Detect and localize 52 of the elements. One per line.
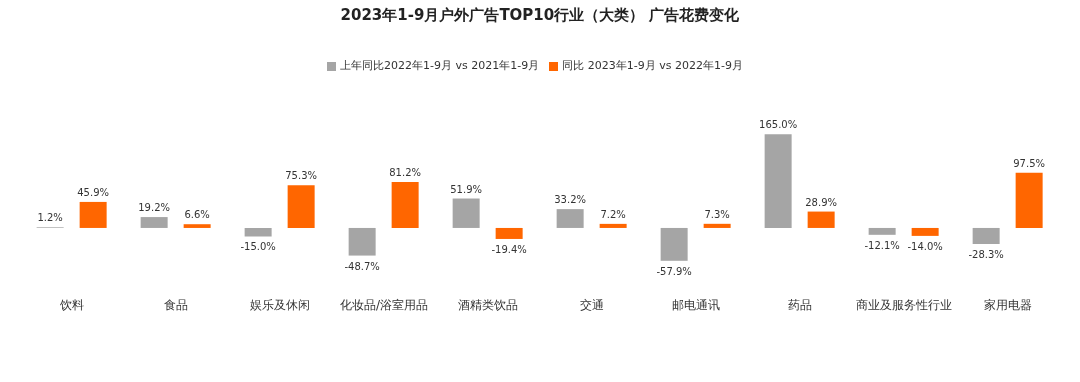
data-label: -19.4%	[491, 243, 527, 255]
data-label: 45.9%	[77, 186, 110, 198]
data-label: 81.2%	[389, 166, 422, 178]
x-tick-label: 娱乐及休闲	[250, 297, 310, 312]
bar	[911, 227, 939, 236]
data-label: 7.3%	[704, 208, 730, 220]
bar	[1015, 172, 1043, 228]
x-tick-label: 交通	[580, 297, 604, 312]
x-tick-label: 邮电通讯	[672, 297, 720, 312]
bar	[807, 211, 835, 228]
data-label: -15.0%	[240, 241, 276, 253]
data-label: -14.0%	[907, 240, 943, 252]
x-tick-label: 酒精类饮品	[458, 297, 518, 312]
data-label: 19.2%	[138, 202, 171, 214]
data-label: 51.9%	[450, 183, 483, 195]
bar	[599, 223, 627, 228]
data-label: 165.0%	[759, 119, 798, 131]
bar	[391, 181, 419, 228]
data-label: 75.3%	[285, 170, 318, 182]
data-label: -12.1%	[864, 239, 900, 251]
bar	[183, 224, 211, 228]
data-label: 97.5%	[1013, 157, 1046, 169]
x-tick-label: 饮料	[59, 297, 84, 312]
bar	[868, 227, 896, 235]
bar	[703, 223, 731, 228]
data-label: 1.2%	[37, 212, 63, 224]
x-tick-label: 药品	[788, 297, 812, 312]
bar	[764, 134, 792, 228]
bar	[452, 198, 480, 228]
bar	[495, 227, 523, 239]
legend-label: 上年同比2022年1-9月 vs 2021年1-9月	[340, 59, 540, 72]
bar	[556, 209, 584, 228]
chart-title: 2023年1-9月户外广告TOP10行业（大类） 广告花费变化	[339, 6, 741, 25]
data-label: -48.7%	[344, 260, 380, 272]
x-tick-label: 食品	[164, 297, 188, 312]
x-tick-label: 化妆品/浴室用品	[339, 297, 429, 312]
data-label: 6.6%	[184, 209, 210, 221]
bar	[79, 201, 107, 228]
data-label: -28.3%	[968, 249, 1004, 261]
x-tick-label: 家用电器	[984, 297, 1032, 312]
bar	[244, 227, 272, 237]
bar	[287, 185, 315, 228]
bar	[140, 217, 168, 228]
data-label: 28.9%	[805, 196, 838, 208]
legend-label: 同比 2023年1-9月 vs 2022年1-9月	[562, 59, 743, 72]
bar	[972, 227, 1000, 245]
data-label: 33.2%	[554, 194, 587, 206]
bar	[660, 227, 688, 261]
bar	[348, 227, 376, 256]
x-tick-label: 商业及服务性行业	[856, 297, 952, 312]
data-label: 7.2%	[600, 208, 626, 220]
data-label: -57.9%	[656, 265, 692, 277]
